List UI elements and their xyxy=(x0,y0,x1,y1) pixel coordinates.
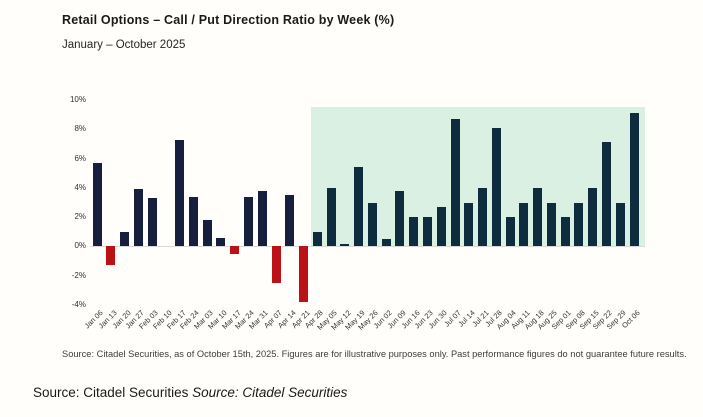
bar-aug-18 xyxy=(533,187,543,247)
y-tick-label: -4% xyxy=(71,300,86,309)
bar-sep-01 xyxy=(560,217,570,247)
y-tick-label: 10% xyxy=(69,95,86,104)
bar-feb-03 xyxy=(147,198,157,247)
bar-may-26 xyxy=(367,202,377,247)
bar-sep-08 xyxy=(574,202,584,247)
bar-oct-06 xyxy=(629,113,639,247)
y-tick-label: -2% xyxy=(71,270,86,280)
bar-jun-30 xyxy=(436,206,446,247)
bar-jan-13 xyxy=(106,246,116,266)
bar-mar-17 xyxy=(230,246,240,254)
bar-mar-03 xyxy=(202,220,212,247)
bar-mar-31 xyxy=(257,190,267,247)
bar-aug-11 xyxy=(519,202,529,247)
bar-jun-02 xyxy=(381,239,391,247)
bar-jun-23 xyxy=(422,217,432,247)
bar-sep-22 xyxy=(601,142,611,247)
bar-apr-21 xyxy=(299,246,309,303)
bar-jul-14 xyxy=(464,202,474,247)
bar-feb-17 xyxy=(175,139,185,247)
bar-feb-24 xyxy=(188,196,198,247)
y-tick-label: 4% xyxy=(74,182,86,192)
bar-jun-09 xyxy=(395,190,405,247)
bar-may-05 xyxy=(326,187,336,247)
bar-apr-28 xyxy=(312,231,322,247)
bar-jul-07 xyxy=(450,119,460,247)
bar-may-19 xyxy=(354,167,364,247)
y-tick-label: 0% xyxy=(74,241,86,251)
bar-may-12 xyxy=(340,244,350,247)
source-caption-italic: Source: Citadel Securities xyxy=(192,385,348,400)
bar-jun-16 xyxy=(409,217,419,247)
chart-title: Retail Options – Call / Put Direction Ra… xyxy=(62,13,395,27)
bar-apr-14 xyxy=(285,195,295,247)
chart-footnote: Source: Citadel Securities, as of Octobe… xyxy=(62,349,687,359)
bar-sep-29 xyxy=(615,202,625,247)
bar-aug-25 xyxy=(546,202,556,247)
bar-jan-27 xyxy=(133,189,143,247)
source-caption: Source: Citadel Securities Source: Citad… xyxy=(33,385,347,400)
source-caption-regular: Source: Citadel Securities xyxy=(33,385,189,400)
bar-aug-04 xyxy=(505,217,515,247)
bar-sep-15 xyxy=(588,187,598,247)
zero-axis-line xyxy=(90,246,645,247)
chart-subtitle: January – October 2025 xyxy=(62,39,186,51)
y-tick-label: 6% xyxy=(74,153,86,163)
y-tick-label: 2% xyxy=(74,212,86,222)
bar-jan-06 xyxy=(92,162,102,247)
y-tick-label: 8% xyxy=(74,124,86,134)
bar-mar-24 xyxy=(243,196,253,247)
bar-jul-21 xyxy=(478,187,488,247)
bar-jul-28 xyxy=(491,127,501,247)
bar-mar-10 xyxy=(216,237,226,247)
bar-jan-20 xyxy=(120,231,130,247)
bar-apr-07 xyxy=(271,246,281,284)
